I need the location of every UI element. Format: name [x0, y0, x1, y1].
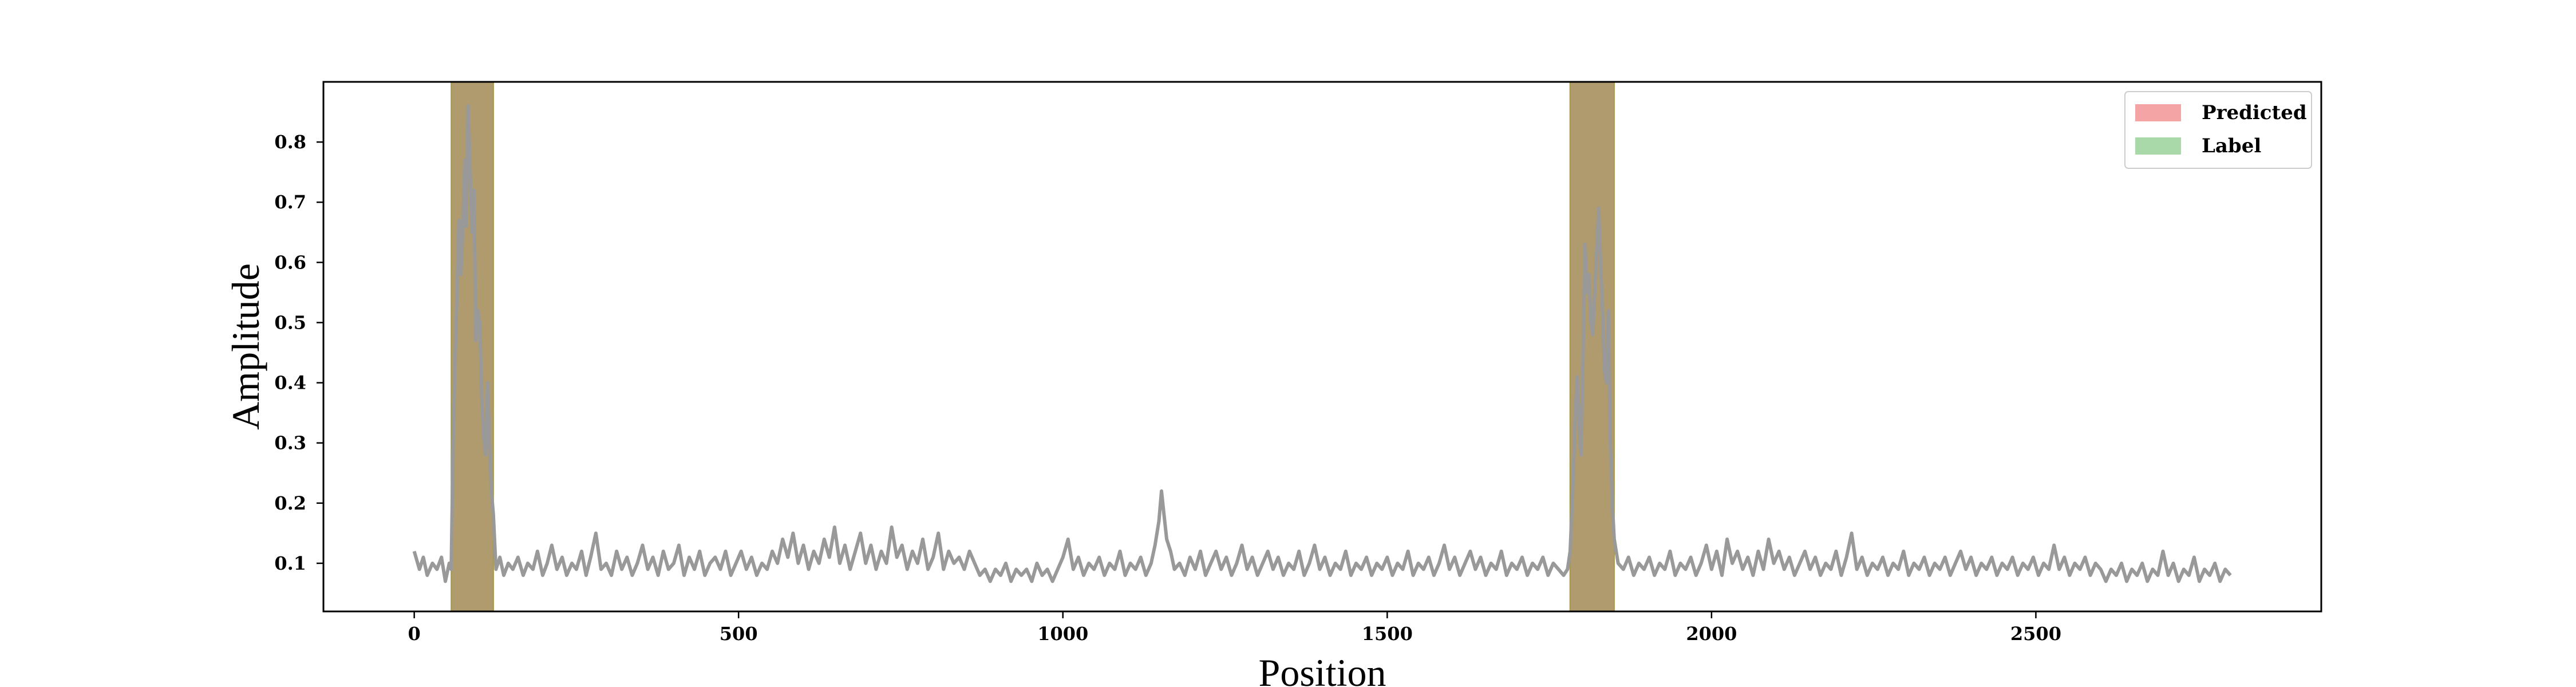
highlight-regions [451, 81, 1615, 612]
x-tick-label: 2000 [1686, 623, 1737, 645]
legend: Predicted Label [2124, 91, 2312, 169]
y-tick-label: 0.5 [274, 311, 306, 333]
legend-label-predicted: Predicted [2202, 101, 2307, 124]
legend-label-label: Label [2202, 135, 2261, 157]
y-tick-label: 0.2 [274, 492, 306, 514]
y-tick-label: 0.4 [274, 372, 306, 394]
amplitude-series-line [412, 104, 2232, 583]
y-tick-label: 0.3 [274, 432, 306, 454]
x-axis-label: Position [1259, 651, 1386, 687]
x-tick-label: 1000 [1037, 623, 1088, 645]
legend-swatch-label [2135, 137, 2181, 155]
x-tick-label: 500 [720, 623, 758, 645]
x-tick-label: 2500 [2010, 623, 2061, 645]
y-axis-ticks: 0.1 0.2 0.3 0.4 0.5 0.6 0.7 0.8 [274, 131, 323, 574]
legend-swatch-predicted [2135, 104, 2181, 121]
y-axis-label: Amplitude [224, 263, 267, 430]
series-layer [412, 104, 2232, 583]
plot-area-frame [322, 81, 2322, 613]
x-axis-ticks: 0 500 1000 1500 2000 2500 [408, 611, 2061, 645]
predicted-region-0 [451, 81, 494, 612]
y-tick-label: 0.8 [274, 131, 306, 153]
y-tick-label: 0.1 [274, 552, 306, 574]
x-tick-label: 0 [408, 623, 421, 645]
y-tick-label: 0.7 [274, 191, 306, 213]
y-tick-label: 0.6 [274, 251, 306, 273]
x-tick-label: 1500 [1362, 623, 1413, 645]
